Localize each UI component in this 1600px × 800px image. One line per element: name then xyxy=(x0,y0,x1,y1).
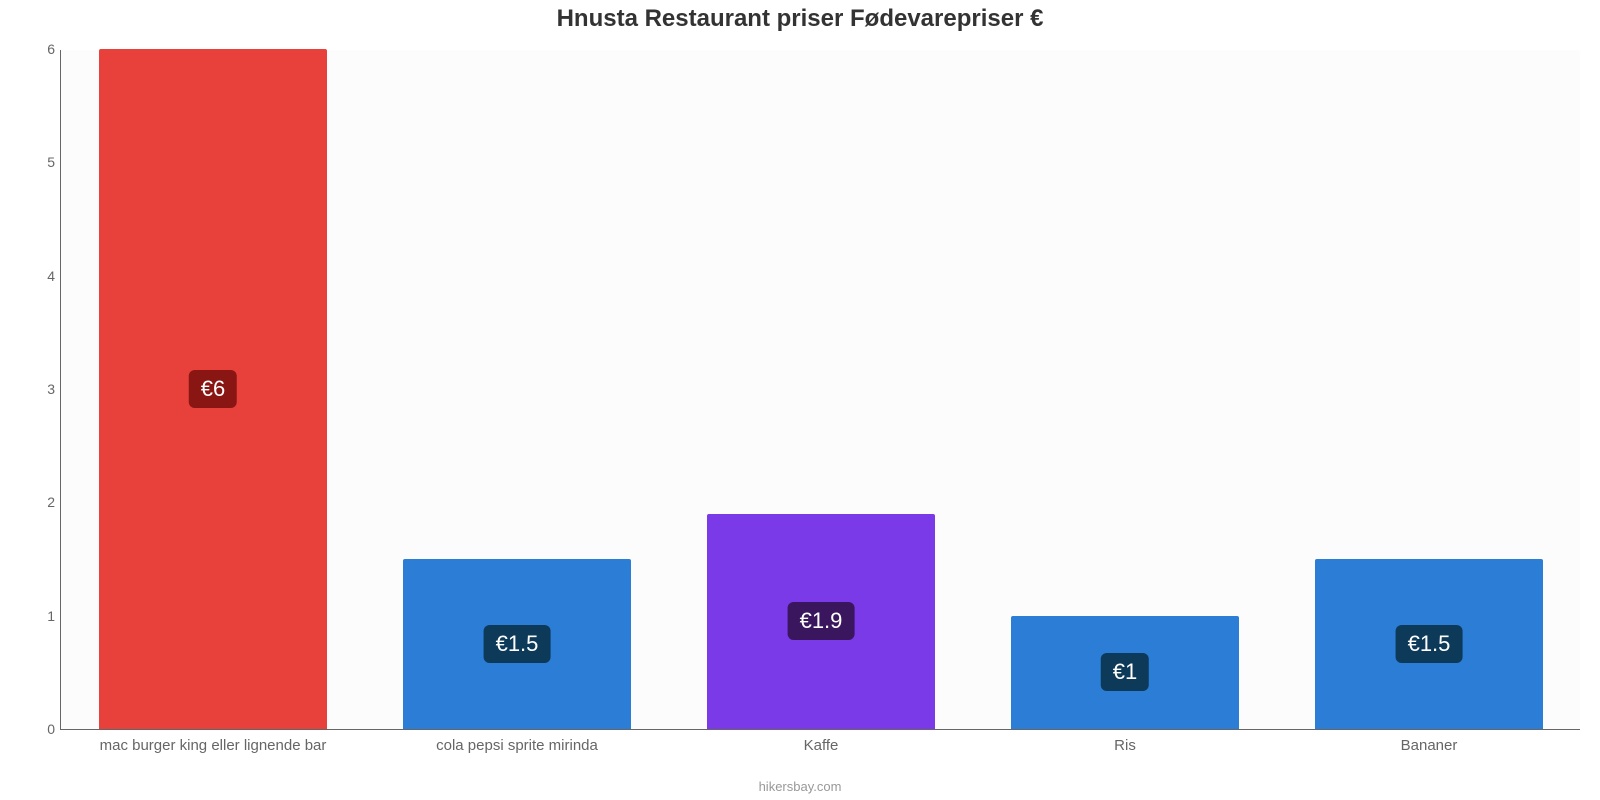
y-tick-label: 1 xyxy=(31,608,55,624)
bar-value-label: €1 xyxy=(1101,653,1149,691)
y-tick-label: 0 xyxy=(31,721,55,737)
x-category-label: Ris xyxy=(1114,737,1136,754)
bar-slot: €1.9Kaffe xyxy=(669,49,973,729)
bar-slot: €1Ris xyxy=(973,49,1277,729)
bar-value-label: €1.5 xyxy=(1396,625,1463,663)
x-category-label: mac burger king eller lignende bar xyxy=(100,737,327,754)
y-tick-label: 4 xyxy=(31,268,55,284)
y-tick-label: 5 xyxy=(31,154,55,170)
y-tick-label: 3 xyxy=(31,381,55,397)
bar-chart: Hnusta Restaurant priser Fødevarepriser … xyxy=(0,0,1600,800)
chart-title: Hnusta Restaurant priser Fødevarepriser … xyxy=(0,5,1600,33)
bar-slot: €1.5cola pepsi sprite mirinda xyxy=(365,49,669,729)
source-label: hikersbay.com xyxy=(0,779,1600,794)
x-category-label: Bananer xyxy=(1401,737,1458,754)
bar-value-label: €1.9 xyxy=(788,602,855,640)
y-tick-label: 2 xyxy=(31,494,55,510)
x-category-label: cola pepsi sprite mirinda xyxy=(436,737,598,754)
bar-slot: €1.5Bananer xyxy=(1277,49,1581,729)
bar-value-label: €6 xyxy=(189,370,237,408)
plot-area: 0123456€6mac burger king eller lignende … xyxy=(60,50,1580,730)
bar-value-label: €1.5 xyxy=(484,625,551,663)
x-category-label: Kaffe xyxy=(804,737,839,754)
bar-slot: €6mac burger king eller lignende bar xyxy=(61,49,365,729)
y-tick-label: 6 xyxy=(31,41,55,57)
